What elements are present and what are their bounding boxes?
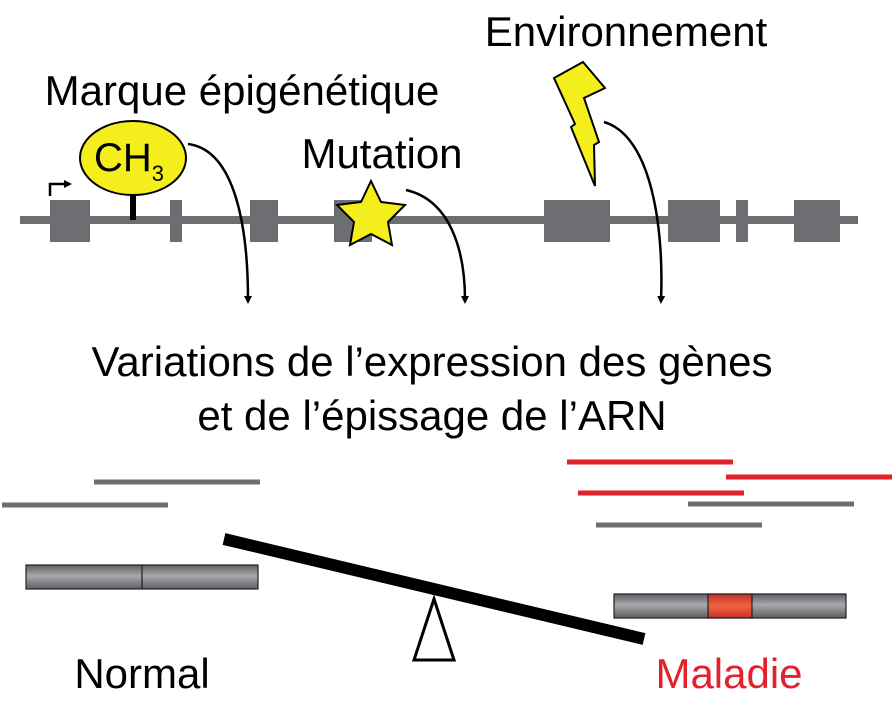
exon-8	[794, 200, 840, 242]
exon-6	[668, 200, 720, 242]
methyl-label: CH3	[94, 136, 164, 186]
exon-7	[736, 200, 748, 242]
disease-chromosome	[613, 593, 847, 619]
exon-5	[544, 200, 610, 242]
result-text-line-1: Variations de l’expression des gènes	[92, 338, 773, 385]
mutation-label: Mutation	[301, 130, 462, 177]
star-icon	[334, 178, 408, 247]
lightning-bolt-icon	[552, 60, 607, 187]
exon-3	[250, 200, 278, 242]
epigenetic-mark-label: Marque épigénétique	[45, 67, 440, 114]
result-text-line-2: et de l’épissage de l’ARN	[197, 392, 666, 439]
normal-transcripts	[2, 479, 260, 508]
disease-variant-region	[707, 593, 753, 619]
methyl-group-icon	[79, 120, 187, 196]
gene-structure	[20, 200, 858, 242]
disease-label: Maladie	[655, 650, 802, 697]
environment-effect-arrow	[603, 120, 666, 304]
exon-1	[50, 200, 90, 242]
balance-beam	[222, 533, 646, 645]
mutation-effect-arrow	[405, 188, 469, 304]
environment-label: Environnement	[485, 8, 768, 55]
normal-label: Normal	[74, 650, 209, 697]
epigenetic-effect-arrow	[187, 142, 252, 304]
exon-2	[170, 200, 182, 242]
normal-chromosome	[25, 564, 259, 590]
fulcrum-triangle-icon	[411, 594, 457, 662]
transcription-start-arrow-icon	[48, 180, 72, 196]
disease-transcripts	[567, 459, 892, 528]
